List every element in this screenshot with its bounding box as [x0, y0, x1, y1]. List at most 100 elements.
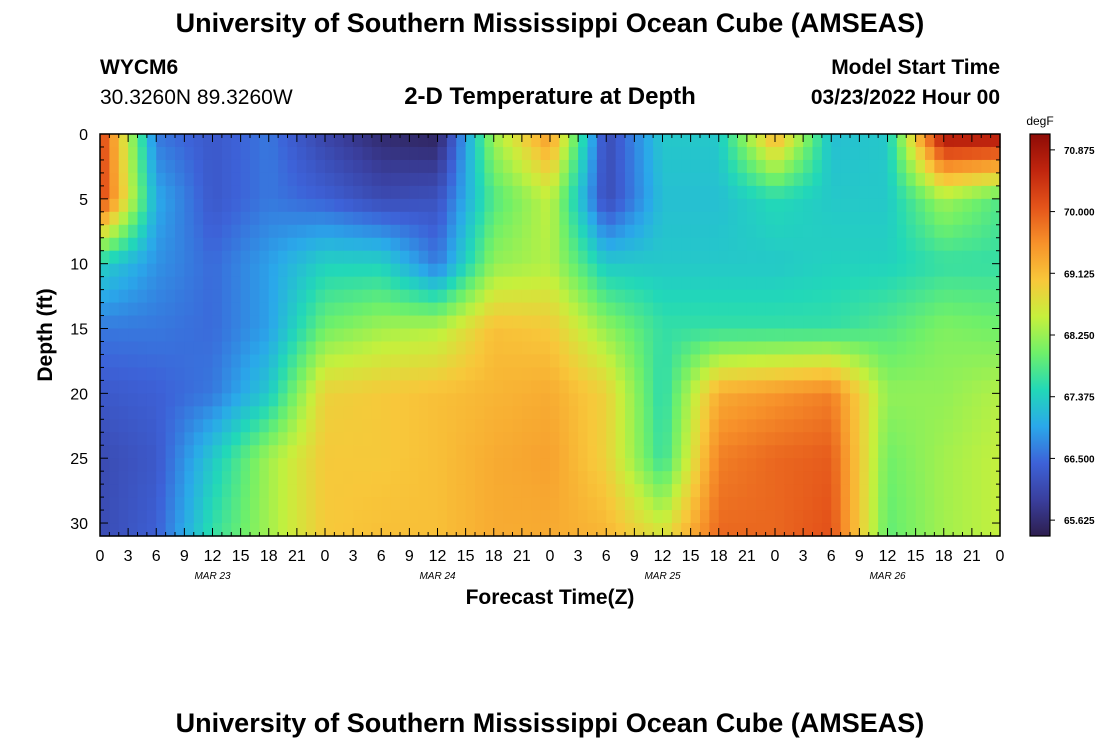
heatmap-cell: [465, 237, 476, 252]
heatmap-cell: [137, 393, 148, 407]
heatmap-cell: [146, 289, 157, 304]
heatmap-cell: [156, 354, 167, 369]
heatmap-cell: [296, 523, 307, 537]
heatmap-cell: [859, 432, 870, 446]
heatmap-cell: [550, 263, 560, 278]
heatmap-cell: [868, 263, 879, 278]
heatmap-cell: [334, 523, 345, 537]
heatmap-cell: [831, 250, 842, 265]
heatmap-cell: [512, 159, 523, 174]
heatmap-cell: [521, 289, 532, 304]
heatmap-cell: [278, 146, 289, 161]
heatmap-cell: [690, 134, 701, 148]
heatmap-cell: [756, 224, 767, 239]
heatmap-cell: [737, 159, 748, 174]
heatmap-cell: [943, 367, 954, 381]
heatmap-cell: [484, 302, 495, 317]
heatmap-cell: [493, 198, 504, 213]
heatmap-cell: [353, 185, 364, 200]
heatmap-cell: [100, 497, 110, 511]
heatmap-cell: [371, 367, 382, 381]
heatmap-cell: [465, 393, 476, 407]
heatmap-cell: [315, 328, 326, 343]
heatmap-cell: [184, 185, 195, 200]
heatmap-cell: [596, 211, 607, 226]
heatmap-cell: [484, 380, 495, 394]
heatmap-cell: [128, 393, 139, 407]
heatmap-cell: [465, 367, 476, 381]
heatmap-cell: [690, 328, 701, 343]
heatmap-cell: [662, 458, 673, 472]
heatmap-cell: [521, 185, 532, 200]
heatmap-cell: [962, 328, 973, 343]
heatmap-cell: [821, 523, 832, 537]
heatmap-cell: [709, 406, 720, 420]
heatmap-cell: [540, 523, 551, 537]
heatmap-cell: [793, 289, 804, 304]
heatmap-cell: [503, 393, 514, 407]
heatmap-cell: [700, 198, 710, 213]
heatmap-cell: [728, 523, 739, 537]
heatmap-cell: [953, 185, 964, 200]
heatmap-cell: [840, 354, 851, 369]
heatmap-cell: [568, 419, 579, 433]
heatmap-cell: [184, 134, 195, 148]
heatmap-cell: [231, 172, 242, 187]
heatmap-cell: [775, 471, 785, 485]
heatmap-cell: [681, 406, 692, 420]
heatmap-cell: [662, 146, 673, 161]
heatmap-cell: [137, 341, 148, 356]
heatmap-cell: [203, 341, 214, 356]
heatmap-cell: [475, 328, 485, 343]
heatmap-cell: [268, 172, 279, 187]
heatmap-cell: [503, 237, 514, 252]
heatmap-cell: [559, 328, 570, 343]
heatmap-cell: [634, 419, 645, 433]
heatmap-cell: [906, 263, 917, 278]
heatmap-cell: [878, 497, 889, 511]
heatmap-cell: [718, 250, 729, 265]
heatmap-cell: [943, 250, 954, 265]
heatmap-cell: [334, 185, 345, 200]
heatmap-cell: [334, 419, 345, 433]
heatmap-cell: [231, 185, 242, 200]
heatmap-cell: [615, 263, 626, 278]
heatmap-cell: [690, 250, 701, 265]
heatmap-cell: [428, 146, 439, 161]
heatmap-cell: [221, 484, 232, 498]
heatmap-cell: [634, 432, 645, 446]
heatmap-cell: [268, 393, 279, 407]
heatmap-cell: [587, 471, 598, 485]
heatmap-cell: [559, 510, 570, 524]
heatmap-cell: [446, 276, 457, 291]
heatmap-cell: [353, 146, 364, 161]
heatmap-cell: [962, 367, 973, 381]
heatmap-cell: [934, 302, 945, 317]
heatmap-cell: [418, 134, 429, 148]
heatmap-cell: [550, 432, 560, 446]
heatmap-cell: [146, 224, 157, 239]
heatmap-cell: [221, 289, 232, 304]
heatmap-cell: [850, 341, 860, 356]
heatmap-cell: [231, 211, 242, 226]
heatmap-cell: [128, 250, 139, 265]
heatmap-cell: [184, 276, 195, 291]
heatmap-cell: [334, 315, 345, 330]
heatmap-cell: [737, 523, 748, 537]
heatmap-cell: [784, 523, 795, 537]
heatmap-cell: [962, 263, 973, 278]
heatmap-cell: [915, 341, 926, 356]
heatmap-cell: [100, 211, 110, 226]
heatmap-cell: [559, 445, 570, 459]
heatmap-cell: [587, 393, 598, 407]
heatmap-cell: [578, 484, 589, 498]
heatmap-cell: [203, 367, 214, 381]
heatmap-cell: [362, 250, 373, 265]
heatmap-cell: [278, 276, 289, 291]
heatmap-cell: [756, 445, 767, 459]
heatmap-cell: [671, 315, 682, 330]
heatmap-cell: [953, 393, 964, 407]
heatmap-cell: [343, 159, 354, 174]
heatmap-cell: [287, 172, 298, 187]
heatmap-cell: [587, 250, 598, 265]
